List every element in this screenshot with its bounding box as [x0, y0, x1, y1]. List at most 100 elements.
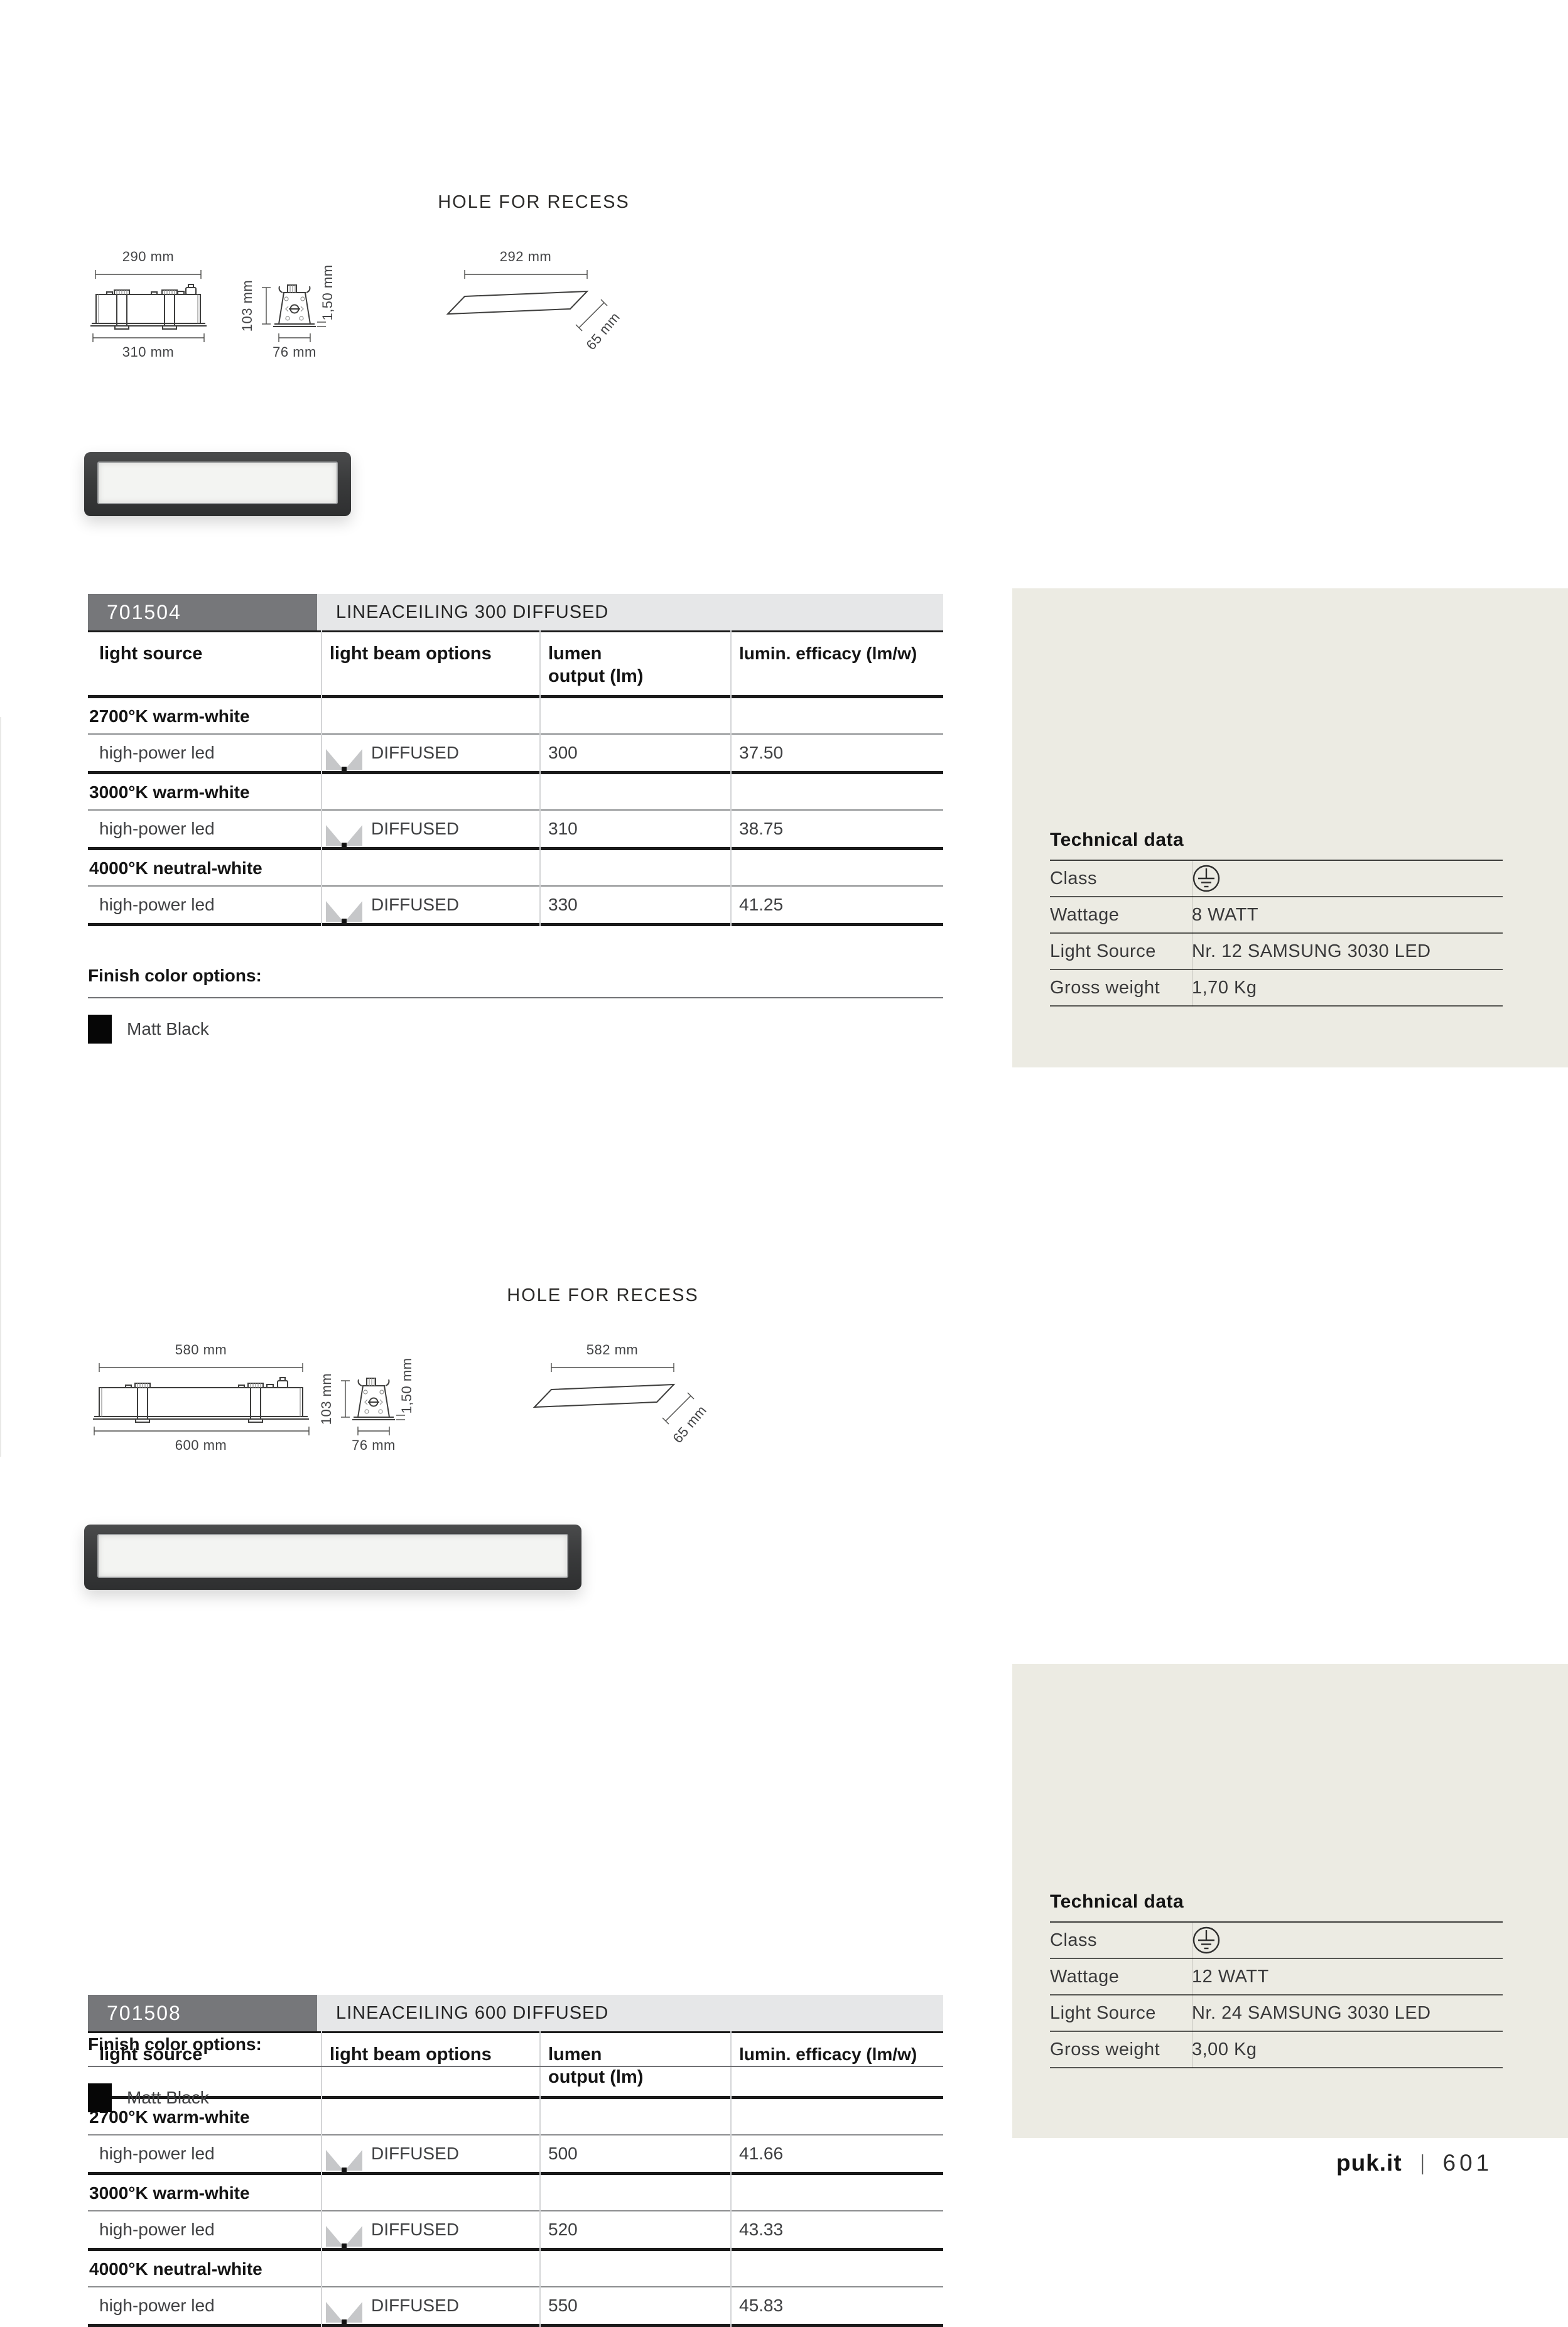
- tech-row-gross-weight: Gross weight 1,70 Kg: [1050, 970, 1503, 1007]
- light-source-value: high-power led: [99, 743, 215, 762]
- lumen-value: 500: [548, 2144, 578, 2163]
- table-row: high-power led DIFFUSED 300 37.50: [88, 735, 943, 771]
- technical-data-table: Class Wattage 8 WATT Light Source Nr. 12…: [1050, 861, 1503, 1007]
- dim-hole-width: 292 mm: [500, 249, 551, 264]
- front-view-dimensions: [92, 270, 205, 342]
- page-footer: puk.it | 601: [1336, 2150, 1493, 2176]
- dim-front-top: 290 mm: [122, 249, 174, 264]
- col-lumen-output: lumen output (lm): [539, 642, 730, 688]
- tech-row-gross-weight: Gross weight 3,00 Kg: [1050, 2032, 1503, 2068]
- lumen-value: 310: [548, 819, 578, 838]
- column-separator: [321, 630, 322, 926]
- table-row: high-power led DIFFUSED 520 43.33: [88, 2211, 943, 2248]
- table-header: 701504 LINEACEILING 300 DIFFUSED: [88, 594, 943, 632]
- col-light-source: light source: [99, 644, 203, 664]
- light-source-label: Light Source: [1050, 941, 1156, 961]
- col-lumen-line1: lumen: [548, 644, 602, 664]
- table-row: high-power led DIFFUSED 550 45.83: [88, 2287, 943, 2324]
- lumen-value: 300: [548, 743, 578, 762]
- light-source-value: Nr. 24 SAMSUNG 3030 LED: [1192, 2002, 1431, 2023]
- table-row: high-power led DIFFUSED 330 41.25: [88, 887, 943, 923]
- diffuser-panel: [97, 462, 338, 504]
- dim-flange: 1,50 mm: [399, 1358, 414, 1413]
- beam-option-label: DIFFUSED: [371, 2144, 459, 2163]
- finish-color-label: Matt Black: [127, 1019, 209, 1039]
- finish-title: Finish color options:: [88, 966, 262, 985]
- product-photo-lineaceiling-600: [84, 1525, 581, 1590]
- divider: [88, 997, 943, 998]
- hole-parallelogram: [533, 1383, 676, 1408]
- tech-row-light-source: Light Source Nr. 12 SAMSUNG 3030 LED: [1050, 934, 1503, 970]
- class-1-earth-icon: [1192, 1926, 1503, 1955]
- page-edge-artifact: [0, 717, 1, 1457]
- column-separator: [730, 2031, 732, 2327]
- beam-option-cell: DIFFUSED: [321, 735, 539, 771]
- col-light-source: light source: [99, 2044, 203, 2065]
- dim-front-bottom: 600 mm: [175, 1437, 227, 1453]
- col-lumen-line1: lumen: [548, 2044, 602, 2065]
- beam-option-cell: DIFFUSED: [321, 2211, 539, 2248]
- efficacy-value: 41.25: [739, 895, 784, 914]
- technical-data-panel-600: Technical data Class Wattage 12 WATT Lig…: [1012, 1664, 1568, 2138]
- col-efficacy: lumin. efficacy (lm/w): [739, 2044, 917, 2064]
- divider: [88, 733, 943, 735]
- technical-data-table: Class Wattage 12 WATT Light Source Nr. 2…: [1050, 1923, 1503, 2068]
- column-headers: light source light beam options lumen ou…: [88, 2033, 943, 2096]
- column-separator: [539, 630, 541, 926]
- col-beam-options: light beam options: [330, 644, 492, 664]
- col-lumen-line2: output (lm): [548, 666, 644, 686]
- divider: [88, 2172, 943, 2175]
- dimension-drawing-300: 290 mm 310 mm 103 mm 76 mm 1,50 mm: [90, 249, 623, 360]
- gross-weight-value: 3,00 Kg: [1192, 2039, 1257, 2060]
- diffused-beam-icon: [326, 2226, 362, 2248]
- finish-color-options: Finish color options: Matt Black: [88, 2034, 943, 2112]
- gross-weight-label: Gross weight: [1050, 2039, 1160, 2060]
- wattage-label: Wattage: [1050, 1966, 1120, 1987]
- beam-option-label: DIFFUSED: [371, 2220, 459, 2239]
- lumen-value: 520: [548, 2220, 578, 2239]
- front-view-drawing: [90, 284, 207, 330]
- light-source-value: high-power led: [99, 2144, 215, 2163]
- beam-option-cell: DIFFUSED: [321, 2287, 539, 2324]
- dim-flange: 1,50 mm: [320, 264, 335, 320]
- col-lumen-line2: output (lm): [548, 2067, 644, 2087]
- side-view-drawing: [273, 284, 316, 327]
- light-source-value: high-power led: [99, 2220, 215, 2239]
- finish-color-row: Matt Black: [88, 2083, 943, 2112]
- efficacy-value: 38.75: [739, 819, 784, 838]
- dim-front-top: 580 mm: [175, 1342, 227, 1358]
- dim-side-height: 103 mm: [318, 1373, 334, 1425]
- divider: [88, 771, 943, 774]
- hole-dimensions: [551, 1363, 695, 1425]
- light-source-value: high-power led: [99, 2296, 215, 2315]
- beam-option-cell: DIFFUSED: [321, 811, 539, 847]
- lumen-value: 550: [548, 2296, 578, 2315]
- divider: [88, 2210, 943, 2211]
- product-name: LINEACEILING 600 DIFFUSED: [317, 1995, 943, 2031]
- product-code-badge: 701504: [88, 594, 317, 630]
- tech-row-wattage: Wattage 12 WATT: [1050, 1959, 1503, 1995]
- technical-data-panel-300: Technical data Class Wattage 8 WATT Ligh…: [1012, 588, 1568, 1067]
- beam-option-cell: DIFFUSED: [321, 887, 539, 923]
- tech-row-wattage: Wattage 8 WATT: [1050, 897, 1503, 934]
- product-table-701504: 701504 LINEACEILING 300 DIFFUSED light s…: [88, 594, 943, 926]
- beam-option-cell: DIFFUSED: [321, 2135, 539, 2172]
- light-source-value: Nr. 12 SAMSUNG 3030 LED: [1192, 941, 1431, 961]
- table-row: high-power led DIFFUSED 310 38.75: [88, 811, 943, 847]
- temp-group-header: 3000°K warm-white: [89, 782, 250, 802]
- finish-color-label: Matt Black: [127, 2088, 209, 2107]
- diffused-beam-icon: [326, 2150, 362, 2172]
- beam-option-label: DIFFUSED: [371, 895, 459, 914]
- diffused-beam-icon: [326, 825, 362, 847]
- divider: [88, 847, 943, 850]
- efficacy-value: 43.33: [739, 2220, 784, 2239]
- table-row: high-power led DIFFUSED 500 41.66: [88, 2135, 943, 2172]
- page-number: 601: [1442, 2150, 1493, 2176]
- column-headers: light source light beam options lumen ou…: [88, 632, 943, 695]
- divider: [88, 923, 943, 926]
- dim-side-width: 76 mm: [352, 1437, 396, 1453]
- lumen-value: 330: [548, 895, 578, 914]
- efficacy-value: 41.66: [739, 2144, 784, 2163]
- temp-group-header: 4000°K neutral-white: [89, 2259, 262, 2279]
- side-view-dimensions: [262, 287, 326, 342]
